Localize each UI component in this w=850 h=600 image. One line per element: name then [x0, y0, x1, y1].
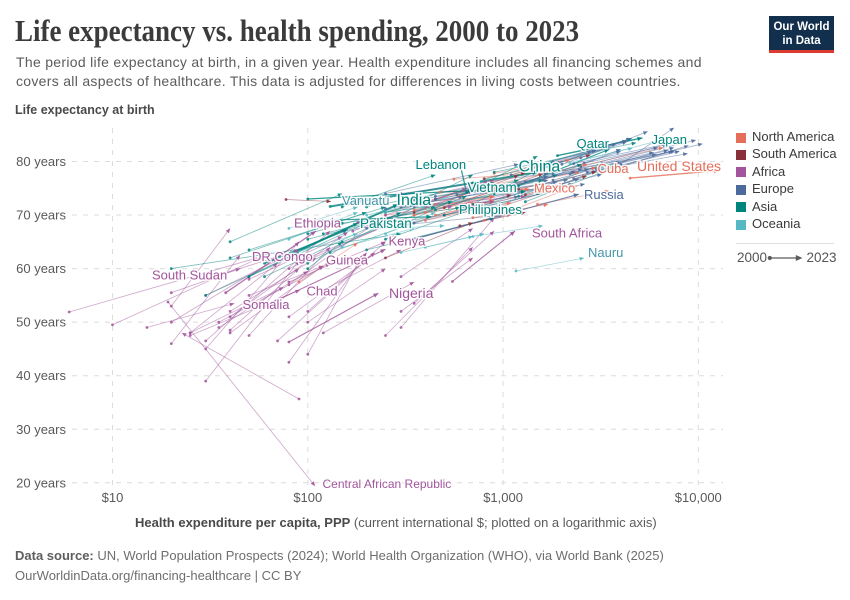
svg-text:Nigeria: Nigeria: [389, 285, 434, 301]
svg-text:Ethiopia: Ethiopia: [294, 216, 342, 231]
svg-text:$10: $10: [102, 490, 124, 505]
svg-text:20 years: 20 years: [16, 475, 66, 490]
svg-text:Qatar: Qatar: [577, 136, 610, 151]
svg-text:Vanuatu: Vanuatu: [342, 193, 389, 208]
svg-text:Pakistan: Pakistan: [360, 216, 412, 231]
svg-text:60 years: 60 years: [16, 261, 66, 276]
svg-text:$100: $100: [293, 490, 322, 505]
svg-text:Kenya: Kenya: [389, 234, 427, 249]
svg-text:United States: United States: [637, 158, 721, 174]
svg-text:70 years: 70 years: [16, 208, 66, 223]
svg-text:Mexico: Mexico: [534, 181, 575, 196]
svg-text:Nauru: Nauru: [588, 245, 623, 260]
svg-text:DR Congo: DR Congo: [252, 249, 313, 264]
svg-text:Chad: Chad: [307, 284, 338, 299]
svg-text:Vietnam: Vietnam: [468, 180, 517, 195]
svg-text:Central African Republic: Central African Republic: [323, 477, 452, 491]
svg-text:Cuba: Cuba: [598, 161, 630, 176]
svg-text:Philippines: Philippines: [459, 202, 522, 217]
svg-text:$10,000: $10,000: [675, 490, 722, 505]
svg-text:China: China: [519, 158, 561, 175]
svg-text:South Sudan: South Sudan: [152, 268, 227, 283]
svg-text:Somalia: Somalia: [243, 297, 291, 312]
svg-text:India: India: [397, 192, 432, 209]
svg-text:Lebanon: Lebanon: [416, 157, 467, 172]
svg-text:50 years: 50 years: [16, 315, 66, 330]
svg-text:Russia: Russia: [584, 187, 625, 202]
svg-text:Guinea: Guinea: [326, 253, 369, 268]
svg-text:South Africa: South Africa: [532, 226, 603, 241]
svg-text:30 years: 30 years: [16, 422, 66, 437]
svg-text:Japan: Japan: [652, 132, 687, 147]
svg-text:$1,000: $1,000: [483, 490, 523, 505]
svg-text:80 years: 80 years: [16, 154, 66, 169]
svg-text:40 years: 40 years: [16, 368, 66, 383]
